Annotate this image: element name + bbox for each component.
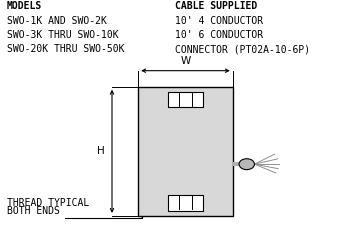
Text: SWO-20K THRU SWO-50K: SWO-20K THRU SWO-50K <box>7 44 125 54</box>
Text: CONNECTOR (PT02A-10-6P): CONNECTOR (PT02A-10-6P) <box>175 44 310 54</box>
Text: H: H <box>97 146 104 156</box>
Bar <box>168 195 203 211</box>
Text: THREAD TYPICAL: THREAD TYPICAL <box>7 198 89 208</box>
Text: SWO-1K AND SWO-2K: SWO-1K AND SWO-2K <box>7 16 107 26</box>
Text: BOTH ENDS: BOTH ENDS <box>7 206 60 216</box>
Text: W: W <box>180 56 191 66</box>
Text: MODELS: MODELS <box>7 1 42 11</box>
Bar <box>168 92 203 107</box>
Bar <box>233 162 239 166</box>
Text: SWO-3K THRU SWO-10K: SWO-3K THRU SWO-10K <box>7 30 119 40</box>
Bar <box>138 87 233 216</box>
Circle shape <box>239 159 254 170</box>
Text: CABLE SUPPLIED: CABLE SUPPLIED <box>175 1 257 11</box>
Text: 10' 4 CONDUCTOR: 10' 4 CONDUCTOR <box>175 16 263 26</box>
Text: 10' 6 CONDUCTOR: 10' 6 CONDUCTOR <box>175 30 263 40</box>
